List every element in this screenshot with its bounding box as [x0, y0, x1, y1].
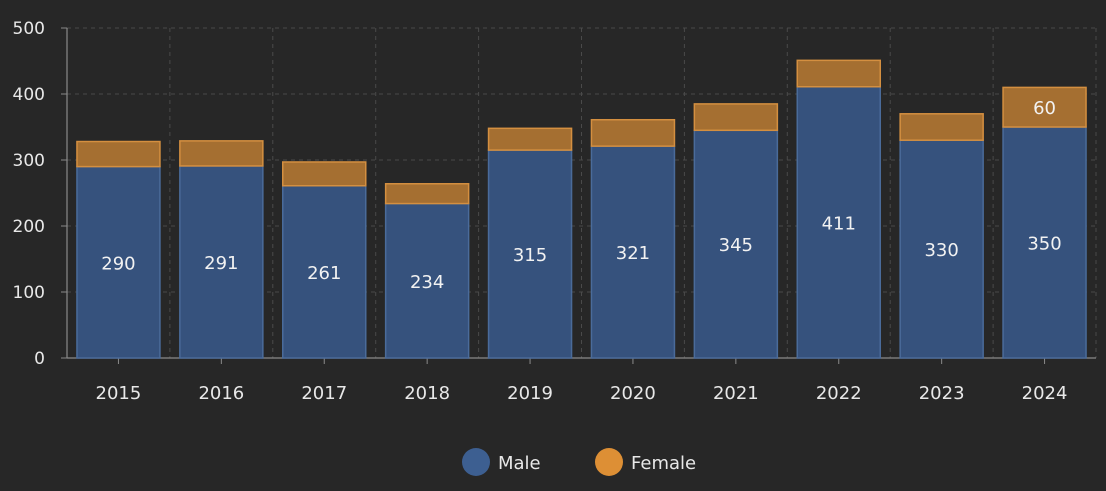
bar-female-2024[interactable]: [1002, 86, 1087, 128]
bar-male-2015[interactable]: [76, 165, 161, 359]
bar-male-2022[interactable]: [796, 85, 881, 359]
legend-item-female[interactable]: Female: [595, 448, 696, 476]
y-tick-label: 200: [13, 217, 45, 237]
data-label-male-2016: 291: [204, 253, 238, 274]
bar-male-2021[interactable]: [693, 129, 779, 359]
y-tick-label: 400: [13, 85, 45, 105]
legend[interactable]: Male Female: [462, 448, 696, 476]
data-label-female-2024: 60: [1033, 98, 1056, 119]
axis-layer: 0 100 200 300 400 500 2015 2016 2017 2018 2019 2020…: [13, 19, 1096, 404]
bar-female-2015[interactable]: [76, 140, 161, 168]
bar-layer: [76, 59, 1087, 359]
bar-female-2021[interactable]: [693, 103, 779, 132]
legend-swatch-female: [595, 448, 623, 476]
x-tick-label: 2024: [1022, 383, 1068, 404]
bar-male-2019[interactable]: [487, 149, 573, 359]
data-label-layer: 290 291 261 234 315 321 345 411 330 350 60: [101, 98, 1061, 293]
data-label-male-2019: 315: [513, 245, 547, 266]
legend-label-male: Male: [498, 453, 541, 474]
bar-male-2016[interactable]: [179, 165, 264, 359]
x-tick-label: 2023: [919, 383, 965, 404]
legend-swatch-male: [462, 448, 490, 476]
data-label-male-2018: 234: [410, 272, 444, 293]
bar-male-2024[interactable]: [1002, 126, 1087, 359]
data-label-male-2024: 350: [1027, 234, 1061, 255]
data-label-male-2021: 345: [719, 235, 753, 256]
bar-female-2018[interactable]: [384, 183, 470, 205]
x-tick-label: 2018: [404, 383, 450, 404]
y-tick-label: 100: [13, 283, 45, 303]
bar-female-2020[interactable]: [590, 118, 676, 147]
bar-female-2019[interactable]: [487, 127, 573, 151]
bar-male-2020[interactable]: [590, 145, 676, 359]
legend-item-male[interactable]: Male: [462, 448, 541, 476]
x-tick-label: 2015: [96, 383, 142, 404]
data-label-male-2023: 330: [924, 240, 958, 261]
x-tick-label: 2019: [507, 383, 553, 404]
legend-label-female: Female: [631, 453, 696, 474]
bar-female-2016[interactable]: [179, 140, 264, 167]
y-tick-label: 500: [13, 19, 45, 39]
data-label-male-2017: 261: [307, 263, 341, 284]
y-tick-label: 0: [34, 349, 45, 369]
x-tick-label: 2017: [301, 383, 347, 404]
data-label-male-2022: 411: [822, 213, 856, 234]
y-tick-label: 300: [13, 151, 45, 171]
bar-female-2022[interactable]: [796, 59, 881, 88]
x-tick-label: 2016: [198, 383, 244, 404]
data-label-male-2020: 321: [616, 243, 650, 264]
x-tick-label: 2020: [610, 383, 656, 404]
bar-female-2023[interactable]: [899, 113, 984, 141]
x-tick-label: 2021: [713, 383, 759, 404]
x-tick-label: 2022: [816, 383, 862, 404]
bar-male-2023[interactable]: [899, 139, 984, 359]
bar-female-2017[interactable]: [282, 161, 367, 187]
bar-male-2018[interactable]: [384, 202, 470, 359]
data-label-male-2015: 290: [101, 253, 135, 274]
